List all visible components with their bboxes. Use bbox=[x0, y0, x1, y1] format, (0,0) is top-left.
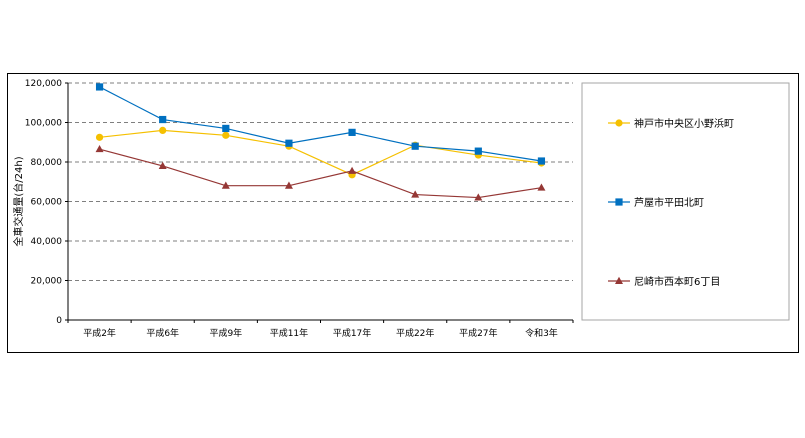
x-tick-labels: 平成2年 平成6年 平成9年 平成11年 平成17年 平成22年 平成27年 令和3年 bbox=[83, 327, 558, 339]
legend-item: 尼崎市西本町6丁目 bbox=[608, 275, 720, 288]
data-point bbox=[474, 193, 483, 201]
data-point bbox=[285, 139, 293, 147]
data-point bbox=[159, 115, 167, 124]
data-point bbox=[95, 144, 104, 153]
data-point bbox=[348, 166, 357, 174]
legend-item: 芦屋市平田北町 bbox=[608, 196, 704, 209]
y-tick-label: 20,000 bbox=[31, 277, 63, 287]
axes bbox=[65, 82, 574, 323]
data-point bbox=[474, 147, 482, 155]
data-point bbox=[537, 183, 546, 191]
legend-label: 芦屋市平田北町 bbox=[634, 196, 704, 209]
x-tick-label: 平成22年 bbox=[396, 327, 434, 339]
y-tick-label: 80,000 bbox=[31, 158, 63, 168]
series-3 bbox=[95, 144, 546, 201]
y-tick-label: 40,000 bbox=[31, 237, 63, 247]
y-tick-label: 60,000 bbox=[31, 198, 63, 208]
y-tick-label: 0 bbox=[56, 316, 62, 326]
x-tick-label: 令和3年 bbox=[525, 327, 558, 339]
x-tick-label: 平成2年 bbox=[83, 327, 116, 339]
y-tick-labels: 0 20,000 40,000 60,000 80,000 100,000 120,000 bbox=[25, 79, 62, 326]
y-tick-label: 120,000 bbox=[25, 79, 62, 89]
series-2 bbox=[95, 83, 546, 165]
data-point bbox=[348, 128, 356, 136]
legend-label: 尼崎市西本町6丁目 bbox=[634, 275, 720, 288]
x-tick-label: 平成17年 bbox=[333, 327, 371, 339]
series-line bbox=[99, 86, 542, 162]
data-point bbox=[222, 124, 230, 133]
legend-item: 神戸市中央区小野浜町 bbox=[608, 117, 734, 130]
y-axis-label: 全車交通量(台/24h) bbox=[12, 156, 25, 246]
series-group bbox=[95, 83, 546, 201]
series-line bbox=[99, 129, 542, 176]
data-point bbox=[159, 126, 167, 134]
data-point bbox=[615, 119, 623, 127]
data-point bbox=[615, 198, 623, 206]
grid-lines bbox=[68, 82, 573, 281]
data-point bbox=[411, 142, 419, 150]
x-tick-label: 平成9年 bbox=[209, 327, 242, 339]
y-tick-label: 100,000 bbox=[25, 119, 62, 129]
data-point bbox=[158, 161, 167, 169]
data-point bbox=[95, 83, 104, 91]
data-point bbox=[537, 157, 546, 165]
x-tick-label: 平成11年 bbox=[270, 327, 308, 339]
data-point bbox=[222, 131, 230, 139]
x-tick-label: 平成6年 bbox=[146, 327, 179, 339]
data-point bbox=[284, 181, 293, 189]
legend-label: 神戸市中央区小野浜町 bbox=[634, 117, 734, 130]
series-line bbox=[99, 148, 542, 199]
x-tick-label: 平成27年 bbox=[459, 327, 497, 339]
data-point bbox=[411, 190, 420, 198]
data-point bbox=[615, 276, 623, 284]
data-point bbox=[95, 133, 104, 141]
data-point bbox=[221, 181, 230, 189]
